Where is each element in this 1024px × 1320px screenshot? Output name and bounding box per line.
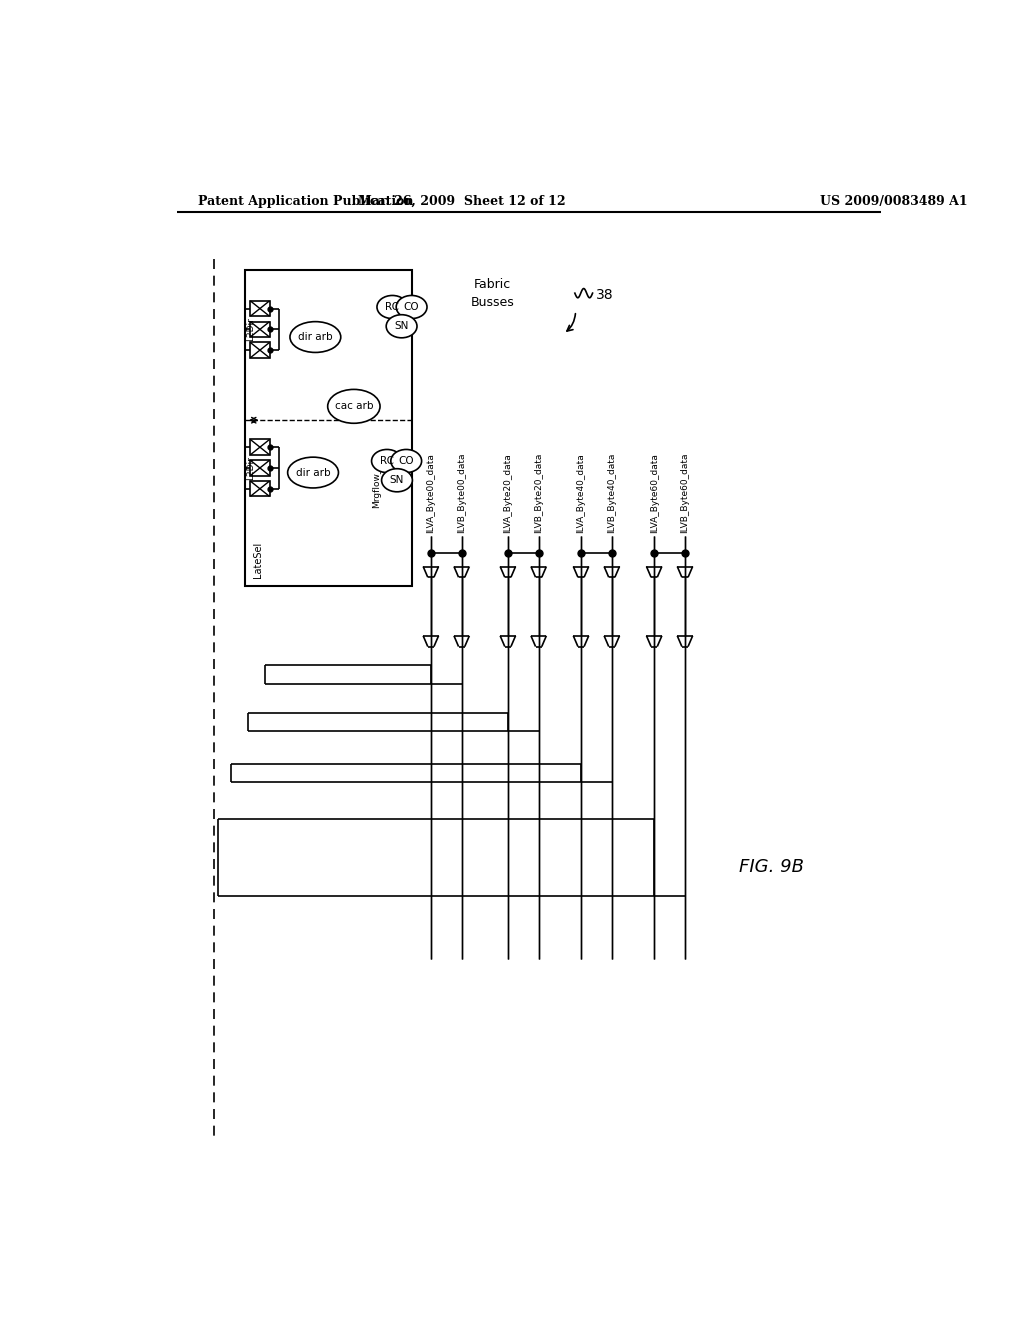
Text: ILVA_Byte60_data: ILVA_Byte60_data [649, 454, 658, 533]
Text: 38: 38 [596, 289, 614, 302]
Text: ILVA_Byte40_data: ILVA_Byte40_data [577, 454, 586, 533]
Bar [250, 480, 269, 496]
Text: RC: RC [385, 302, 399, 312]
Text: CO: CO [398, 455, 414, 466]
Bar [250, 301, 269, 317]
Text: dir arb: dir arb [296, 467, 331, 478]
Ellipse shape [391, 449, 422, 473]
Text: RC: RC [380, 455, 394, 466]
Ellipse shape [382, 469, 413, 492]
Text: L2Dir: L2Dir [246, 455, 255, 480]
Ellipse shape [377, 296, 408, 318]
Text: LateSel: LateSel [253, 541, 263, 578]
Text: Patent Application Publication: Patent Application Publication [199, 195, 414, 209]
Text: cac arb: cac arb [335, 401, 373, 412]
Text: ILVA_Byte20_data: ILVA_Byte20_data [504, 454, 512, 533]
Text: CO: CO [403, 302, 420, 312]
Text: ILVB_Byte40_data: ILVB_Byte40_data [607, 453, 616, 533]
Text: Mar. 26, 2009  Sheet 12 of 12: Mar. 26, 2009 Sheet 12 of 12 [357, 195, 565, 209]
Text: Mrgflow_ctl: Mrgflow_ctl [373, 455, 382, 508]
Ellipse shape [288, 457, 339, 488]
Text: FIG. 9B: FIG. 9B [739, 858, 804, 875]
Ellipse shape [372, 449, 402, 473]
Bar [250, 440, 269, 455]
Text: ILVB_Byte60_data: ILVB_Byte60_data [681, 453, 689, 533]
Ellipse shape [396, 296, 427, 318]
Text: US 2009/0083489 A1: US 2009/0083489 A1 [819, 195, 968, 209]
Ellipse shape [328, 389, 380, 424]
Text: L2Dir: L2Dir [246, 317, 255, 342]
Ellipse shape [290, 322, 341, 352]
Bar [250, 322, 269, 337]
Text: SN: SN [394, 321, 409, 331]
Text: SN: SN [390, 475, 404, 486]
FancyArrowPatch shape [567, 314, 575, 331]
Text: ILVA_Byte00_data: ILVA_Byte00_data [426, 454, 435, 533]
Bar [250, 461, 269, 475]
Text: dir arb: dir arb [298, 333, 333, 342]
Text: ILVB_Byte00_data: ILVB_Byte00_data [457, 453, 466, 533]
Bar [250, 342, 269, 358]
Text: Fabric
Busses: Fabric Busses [471, 277, 514, 309]
Text: ILVB_Byte20_data: ILVB_Byte20_data [535, 453, 543, 533]
Bar [245, 271, 412, 586]
Ellipse shape [386, 314, 417, 338]
